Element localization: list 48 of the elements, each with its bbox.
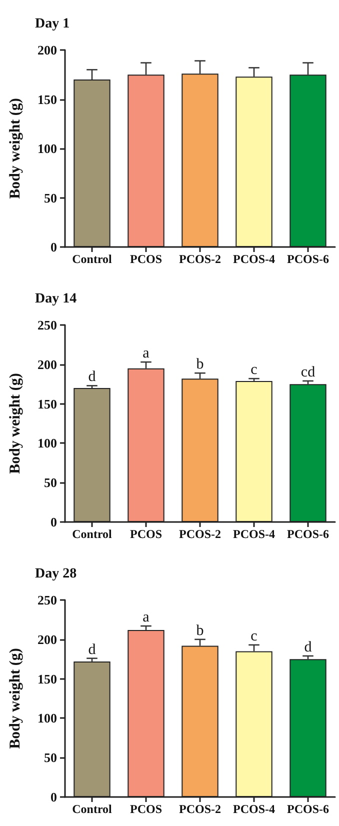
y-tick-label: 100 (38, 141, 57, 156)
y-tick-label: 0 (50, 514, 57, 530)
x-tick-label: PCOS-6 (287, 527, 329, 541)
chart-title: Day 1 (35, 16, 70, 32)
annotation: cd (300, 364, 316, 380)
annotation: a (142, 610, 150, 626)
y-tick-label: 250 (38, 318, 57, 332)
x-tick-label: PCOS-6 (287, 252, 329, 266)
y-tick-label: 50 (44, 190, 57, 206)
y-tick-label: 150 (38, 396, 57, 412)
y-tick-label: 50 (44, 750, 57, 766)
y-tick-label: 250 (38, 592, 57, 608)
annotation: d (304, 639, 312, 656)
y-tick-label: 0 (50, 790, 57, 804)
y-tick-label: 200 (38, 632, 57, 647)
x-tick-label: PCOS (130, 527, 162, 541)
annotation: b (196, 356, 204, 373)
annotation: c (250, 362, 258, 378)
x-tick-label: PCOS-6 (287, 802, 329, 816)
y-tick-label: 200 (38, 42, 57, 58)
annotation: b (196, 622, 204, 639)
y-tick-label: 50 (44, 475, 57, 490)
y-axis-title: Body weight (g) (8, 373, 24, 474)
y-tick-label: 100 (38, 710, 57, 726)
annotation: d (88, 642, 96, 658)
y-tick-label: 0 (50, 240, 57, 254)
annotation: d (88, 369, 96, 386)
x-tick-label: PCOS (130, 252, 162, 266)
chart-title: Day 14 (35, 292, 77, 306)
x-tick-label: Control (72, 802, 113, 816)
x-tick-label: PCOS-4 (233, 252, 275, 266)
x-tick-label: PCOS-4 (233, 802, 275, 816)
y-axis-title: Body weight (g) (8, 648, 24, 749)
y-tick-label: 150 (38, 671, 57, 686)
chart-title: Day 28 (35, 566, 77, 582)
x-tick-label: Control (72, 252, 113, 266)
y-tick-label: 150 (38, 92, 57, 107)
x-tick-label: PCOS-4 (233, 527, 275, 541)
y-tick-label: 200 (38, 356, 57, 372)
x-tick-label: PCOS-2 (179, 802, 221, 816)
y-tick-label: 100 (38, 436, 57, 451)
x-tick-label: PCOS (130, 802, 162, 816)
x-tick-label: Control (72, 527, 113, 541)
x-tick-label: PCOS-2 (179, 252, 221, 266)
annotation: c (250, 628, 258, 644)
y-axis-title: Body weight (g) (8, 98, 24, 199)
annotation: a (142, 346, 150, 362)
x-tick-label: PCOS-2 (179, 527, 221, 541)
